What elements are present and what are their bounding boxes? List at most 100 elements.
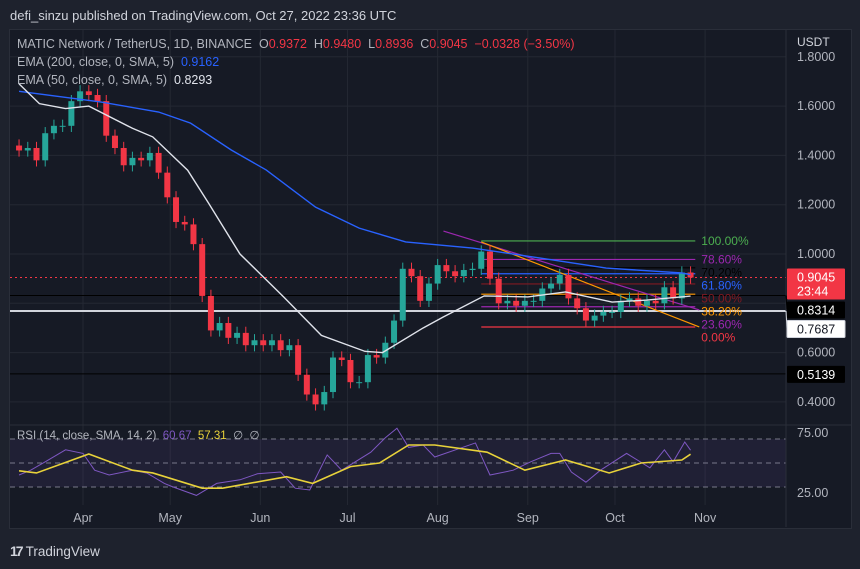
candle [199,244,206,296]
symbol-legend: MATIC Network / TetherUS, 1D, BINANCE O0… [17,37,575,51]
candle [138,157,145,161]
candle [146,152,153,161]
candle [460,270,467,277]
candle [33,148,40,161]
candle [190,224,197,245]
candle [129,157,136,166]
candle [85,91,92,96]
candle [425,283,432,301]
candle [330,357,337,393]
symbol-name[interactable]: MATIC Network / TetherUS, 1D, BINANCE [17,37,253,51]
fib-level-label: 61.80% [701,278,742,292]
rsi-value: 60.67 [162,430,192,442]
trendline[interactable] [481,241,700,328]
current-price-badge[interactable] [787,268,845,300]
currency-label[interactable]: USDT [797,35,830,49]
tradingview-logo[interactable]: 17 TradingView [10,543,100,559]
open-value: 0.9372 [268,37,307,51]
time-tick-label: Nov [694,511,717,525]
ema200-value: 0.9162 [180,55,220,69]
price-marker-badge[interactable] [787,365,845,383]
rsi-legend[interactable]: RSI (14, close, SMA, 14, 2) 60.67 57.31 … [17,428,260,442]
na-value-icon: ∅ [233,430,244,442]
fib-level-label: 100.00% [701,234,749,248]
candle [399,268,406,321]
price-marker-value: 0.7687 [797,323,835,337]
candle [234,332,241,338]
price-marker-value: 0.8314 [797,304,835,318]
rsi-tick-label: 25.00 [797,486,828,500]
ema200-legend[interactable]: EMA (200, close, 0, SMA, 5) 0.9162 [17,55,219,69]
candle [687,272,694,278]
fib-level-label: 23.60% [701,317,742,331]
rsi-sma-line [18,444,692,490]
ema50-value: 0.8293 [174,73,213,87]
candle [408,268,415,277]
candle [626,298,633,301]
trendlines[interactable] [443,230,700,328]
candle [173,197,180,222]
candle [364,355,371,383]
candle [652,300,659,304]
candle [181,221,188,225]
candle [111,135,118,149]
candle [286,345,293,351]
candle [556,274,563,284]
candle [609,311,616,313]
fibonacci-retracement[interactable]: 100.00% 78.60%70.20%61.80%50.00%38.20%23.… [481,234,749,344]
ema50-legend[interactable]: EMA (50, close, 0, SMA, 5) 0.8293 [17,73,212,87]
fib-level-label: 0.00% [701,330,735,344]
candle [347,359,354,383]
candle [678,272,685,299]
price-axis[interactable]: 1.8000 1.6000 1.4000 1.2000 1.0000 0.6000 0.40… [785,50,846,409]
price-marker-badge[interactable] [786,320,846,339]
candle [504,300,511,304]
low-label: L [368,37,376,51]
candle [260,340,267,346]
time-tick-label: Jul [340,511,356,525]
price-tick-label: 1.8000 [797,50,835,64]
time-tick-label: May [158,511,182,525]
candle [77,91,84,102]
price-tick-label: 1.4000 [797,148,835,162]
rsi-band [10,439,786,487]
candle [277,340,284,351]
candle [24,148,31,151]
candle [155,152,162,173]
candle [417,276,424,301]
rsi-axis[interactable]: 75.00 25.00 [797,426,828,500]
candle [68,101,75,126]
open-label: O [258,37,269,51]
current-price-value: 0.9045 [797,271,835,285]
candle [469,268,476,271]
candle [338,357,345,360]
candle [582,308,589,321]
candle [617,300,624,312]
candle [513,300,520,306]
price-tick-label: 0.6000 [797,346,835,360]
candle [207,295,214,331]
close-label: C [420,37,430,51]
high-value: 0.9480 [322,37,362,51]
fib-level-label: 50.00% [701,291,742,305]
candle [478,251,485,269]
ema-lines [18,83,691,354]
candle [16,145,23,151]
time-tick-label: Oct [605,511,625,525]
price-marker-leader [785,295,788,310]
candle [600,311,607,316]
candle [225,323,232,338]
candle [434,265,441,284]
time-axis[interactable]: Apr May Jun Jul Aug Sep Oct Nov [73,511,717,525]
horizontal-lines[interactable] [10,277,786,375]
candle [495,278,502,304]
candle [452,271,459,277]
candles [16,85,694,411]
price-marker-badge[interactable] [787,301,845,319]
ema200-label: EMA (200, close, 0, SMA, 5) [17,55,175,69]
candle [661,287,668,304]
rsi-sma-value: 57.31 [197,430,227,442]
candle [486,251,493,279]
rsi-label: RSI (14, close, SMA, 14, 2) [17,430,157,442]
